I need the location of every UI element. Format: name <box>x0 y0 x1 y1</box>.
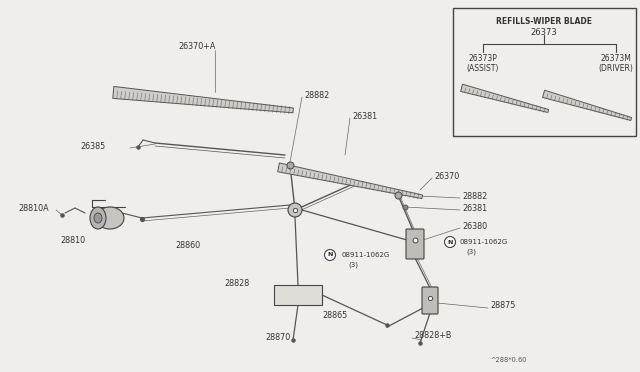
Text: N: N <box>327 253 333 257</box>
Circle shape <box>288 203 302 217</box>
Text: 28810: 28810 <box>60 235 85 244</box>
Text: ^288*0.60: ^288*0.60 <box>490 357 527 363</box>
Ellipse shape <box>90 207 106 229</box>
FancyBboxPatch shape <box>422 287 438 314</box>
Text: 26370+A: 26370+A <box>178 42 216 51</box>
Polygon shape <box>113 86 293 113</box>
Text: 08911-1062G: 08911-1062G <box>342 252 390 258</box>
Text: 28875: 28875 <box>490 301 515 311</box>
Text: 28828: 28828 <box>224 279 249 288</box>
Text: N: N <box>447 240 452 244</box>
Circle shape <box>324 250 335 260</box>
Text: 28860: 28860 <box>175 241 200 250</box>
Text: 26373: 26373 <box>531 28 557 36</box>
Polygon shape <box>278 163 422 199</box>
Text: 26370: 26370 <box>434 171 460 180</box>
Text: (3): (3) <box>348 262 358 268</box>
Text: 26385: 26385 <box>80 141 105 151</box>
Text: 28828+A: 28828+A <box>276 288 314 296</box>
Bar <box>274 285 322 305</box>
Bar <box>453 8 636 136</box>
Text: 28882: 28882 <box>304 90 329 99</box>
Ellipse shape <box>96 207 124 229</box>
Text: (DRIVER): (DRIVER) <box>598 64 634 73</box>
Ellipse shape <box>94 213 102 223</box>
Text: 26380: 26380 <box>462 221 487 231</box>
Circle shape <box>445 237 456 247</box>
Text: 28810A: 28810A <box>18 203 49 212</box>
Text: 28865: 28865 <box>322 311 348 321</box>
Text: 28882: 28882 <box>462 192 487 201</box>
Text: 08911-1062G: 08911-1062G <box>460 239 508 245</box>
Text: (3): (3) <box>466 249 476 255</box>
Text: (ASSIST): (ASSIST) <box>467 64 499 73</box>
Text: 26381: 26381 <box>352 112 377 121</box>
Text: 26381: 26381 <box>462 203 487 212</box>
Text: 28870: 28870 <box>265 334 291 343</box>
Polygon shape <box>461 84 548 112</box>
Text: 26373M: 26373M <box>600 54 632 62</box>
FancyBboxPatch shape <box>406 229 424 259</box>
Text: 26373P: 26373P <box>468 54 497 62</box>
Text: 28828+B: 28828+B <box>414 331 451 340</box>
Polygon shape <box>543 90 632 121</box>
Text: REFILLS-WIPER BLADE: REFILLS-WIPER BLADE <box>496 16 592 26</box>
